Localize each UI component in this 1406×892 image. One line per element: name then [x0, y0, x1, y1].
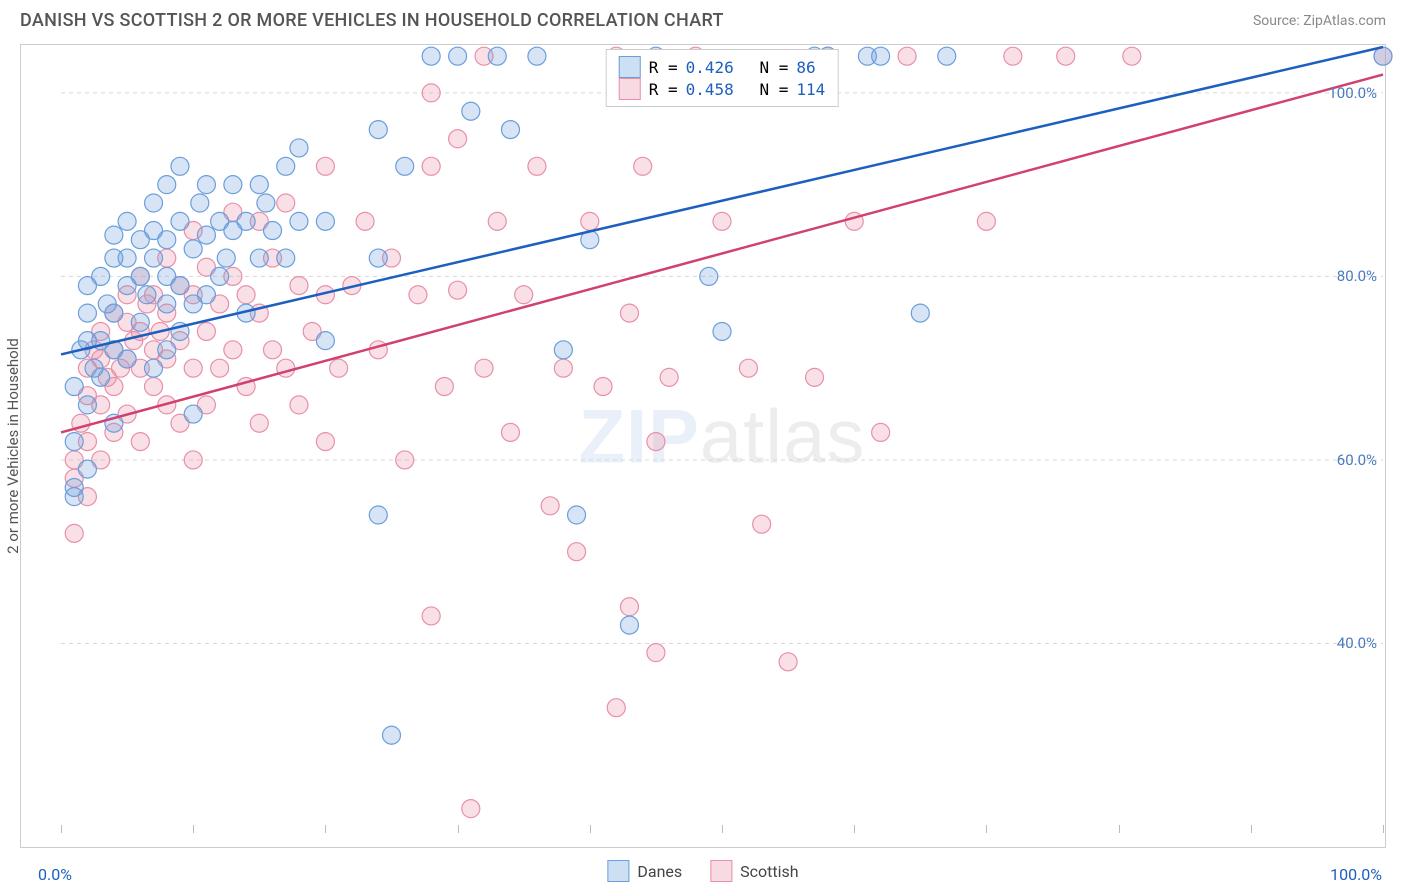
y-tick-label: 80.0%: [1337, 267, 1377, 285]
y-tick-label: 40.0%: [1337, 634, 1377, 652]
chart-container: DANISH VS SCOTTISH 2 OR MORE VEHICLES IN…: [0, 0, 1406, 892]
swatch-scottish-bottom: [710, 860, 732, 882]
n-value-scottish: 114: [796, 80, 825, 99]
chart-title: DANISH VS SCOTTISH 2 OR MORE VEHICLES IN…: [20, 10, 724, 31]
legend-item-danes: Danes: [607, 860, 682, 882]
x-tick: [590, 825, 591, 833]
swatch-danes-bottom: [607, 860, 629, 882]
chart-frame: 2 or more Vehicles in Household ZIPatlas…: [20, 44, 1386, 848]
source-label: Source: ZipAtlas.com: [1253, 13, 1386, 29]
x-tick: [722, 825, 723, 833]
x-tick: [325, 825, 326, 833]
series-legend: Danes Scottish: [607, 860, 798, 882]
legend-item-scottish: Scottish: [710, 860, 798, 882]
correlation-row-danes: R = 0.426 N = 86: [619, 56, 826, 78]
x-axis-max-label: 100.0%: [1330, 865, 1382, 884]
n-value-danes: 86: [796, 58, 815, 77]
r-label: R =: [649, 58, 678, 77]
x-tick: [458, 825, 459, 833]
x-tick: [1119, 825, 1120, 833]
header: DANISH VS SCOTTISH 2 OR MORE VEHICLES IN…: [0, 0, 1406, 37]
x-tick: [1251, 825, 1252, 833]
plot-area: ZIPatlas 40.0%60.0%80.0%100.0% R = 0.426…: [61, 47, 1383, 827]
legend-label-danes: Danes: [637, 862, 682, 881]
scatter-svg: [61, 47, 1383, 827]
y-tick-label: 60.0%: [1337, 451, 1377, 469]
n-label: N =: [759, 58, 788, 77]
y-axis-title: 2 or more Vehicles in Household: [4, 338, 22, 554]
r-value-danes: 0.426: [686, 58, 734, 77]
x-tick: [61, 825, 62, 833]
x-tick: [1383, 825, 1384, 833]
swatch-danes: [619, 56, 641, 78]
correlation-row-scottish: R = 0.458 N = 114: [619, 78, 826, 100]
x-tick: [193, 825, 194, 833]
correlation-legend: R = 0.426 N = 86 R = 0.458 N = 114: [606, 49, 839, 107]
swatch-scottish: [619, 78, 641, 100]
r-value-scottish: 0.458: [686, 80, 734, 99]
r-label: R =: [649, 80, 678, 99]
legend-label-scottish: Scottish: [740, 862, 798, 881]
y-tick-label: 100.0%: [1328, 84, 1377, 102]
n-label: N =: [759, 80, 788, 99]
x-tick: [986, 825, 987, 833]
x-axis-min-label: 0.0%: [38, 865, 72, 884]
x-tick: [854, 825, 855, 833]
